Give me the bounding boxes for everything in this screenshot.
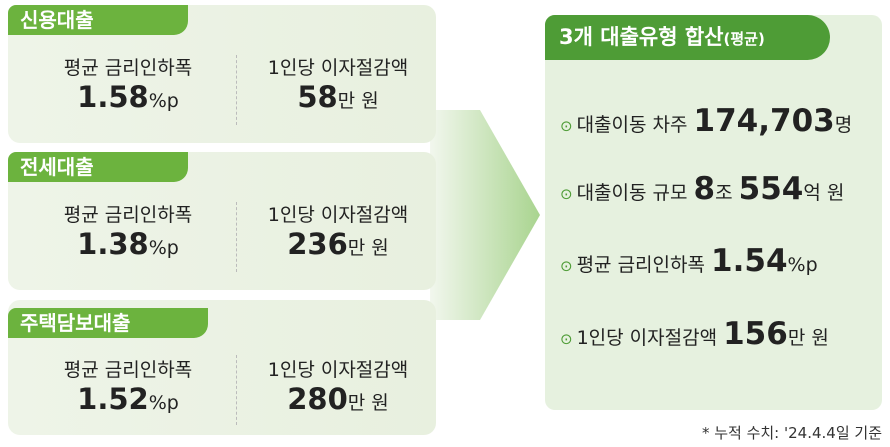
value: 1.52 bbox=[77, 382, 149, 416]
stat: 평균 금리인하폭 1.38%p bbox=[23, 200, 233, 261]
footnote: * 누적 수치: '24.4.4일 기준 bbox=[701, 424, 882, 442]
stat-label: 1인당 이자절감액 bbox=[267, 204, 409, 226]
text: %p bbox=[787, 254, 818, 276]
card-tab: 주택담보대출 bbox=[8, 308, 208, 338]
unit: 만 원 bbox=[337, 90, 379, 112]
card-tab: 신용대출 bbox=[8, 5, 188, 35]
stat-value: 1.38%p bbox=[23, 227, 233, 261]
figure: 156 bbox=[723, 316, 788, 352]
stat-value: 1.58%p bbox=[23, 80, 233, 114]
card-tab: 전세대출 bbox=[8, 152, 188, 182]
stat: 1인당 이자절감액 236만 원 bbox=[233, 200, 443, 261]
summary-title: 3개 대출유형 합산(평균) bbox=[545, 15, 830, 60]
stat-value: 58만 원 bbox=[233, 80, 443, 114]
title-text: 3개 대출유형 합산 bbox=[559, 25, 724, 49]
stat: 평균 금리인하폭 1.52%p bbox=[23, 355, 233, 416]
figure: 554 bbox=[738, 171, 804, 207]
unit: %p bbox=[148, 90, 179, 112]
check-icon: ⊙ bbox=[560, 330, 573, 348]
stat-value: 1.52%p bbox=[23, 382, 233, 416]
unit: %p bbox=[148, 392, 179, 414]
stat-value: 236만 원 bbox=[233, 227, 443, 261]
text: 억 원 bbox=[803, 182, 845, 204]
stat-value: 280만 원 bbox=[233, 382, 443, 416]
arrow bbox=[430, 110, 540, 320]
stat-label: 1인당 이자절감액 bbox=[267, 57, 409, 79]
figure: 1.54 bbox=[711, 243, 788, 279]
value: 1.38 bbox=[77, 227, 149, 261]
stat: 평균 금리인하폭 1.58%p bbox=[23, 53, 233, 114]
title-note: (평균) bbox=[723, 30, 765, 48]
summary-item: ⊙ 대출이동 규모 8조 554억 원 bbox=[560, 171, 844, 207]
unit: 만 원 bbox=[347, 392, 389, 414]
text: 대출이동 규모 bbox=[576, 182, 694, 204]
check-icon: ⊙ bbox=[560, 185, 573, 203]
summary-item: ⊙ 평균 금리인하폭 1.54%p bbox=[560, 243, 818, 279]
text: 평균 금리인하폭 bbox=[576, 254, 712, 276]
divider bbox=[236, 55, 237, 125]
summary-item: ⊙ 1인당 이자절감액 156만 원 bbox=[560, 316, 829, 352]
unit: %p bbox=[148, 237, 179, 259]
check-icon: ⊙ bbox=[560, 257, 573, 275]
stat-label: 평균 금리인하폭 bbox=[63, 204, 193, 226]
value: 1.58 bbox=[77, 80, 149, 114]
stat: 1인당 이자절감액 58만 원 bbox=[233, 53, 443, 114]
card: 평균 금리인하폭 1.52%p 1인당 이자절감액 280만 원 bbox=[8, 300, 436, 435]
stat-label: 1인당 이자절감액 bbox=[267, 359, 409, 381]
value: 280 bbox=[287, 382, 348, 416]
text: 대출이동 차주 bbox=[576, 114, 694, 136]
check-icon: ⊙ bbox=[560, 117, 573, 135]
divider bbox=[236, 355, 237, 425]
summary-item: ⊙ 대출이동 차주 174,703명 bbox=[560, 103, 852, 139]
figure: 174,703 bbox=[693, 103, 835, 139]
unit: 만 원 bbox=[347, 237, 389, 259]
text: 명 bbox=[834, 114, 853, 136]
summary-panel bbox=[545, 15, 882, 410]
stat-label: 평균 금리인하폭 bbox=[63, 57, 193, 79]
stat: 1인당 이자절감액 280만 원 bbox=[233, 355, 443, 416]
value: 58 bbox=[297, 80, 338, 114]
figure: 8 bbox=[693, 171, 716, 207]
text: 만 원 bbox=[787, 327, 829, 349]
text: 1인당 이자절감액 bbox=[576, 327, 724, 349]
value: 236 bbox=[287, 227, 348, 261]
divider bbox=[236, 202, 237, 272]
stat-label: 평균 금리인하폭 bbox=[63, 359, 193, 381]
text: 조 bbox=[715, 182, 739, 204]
